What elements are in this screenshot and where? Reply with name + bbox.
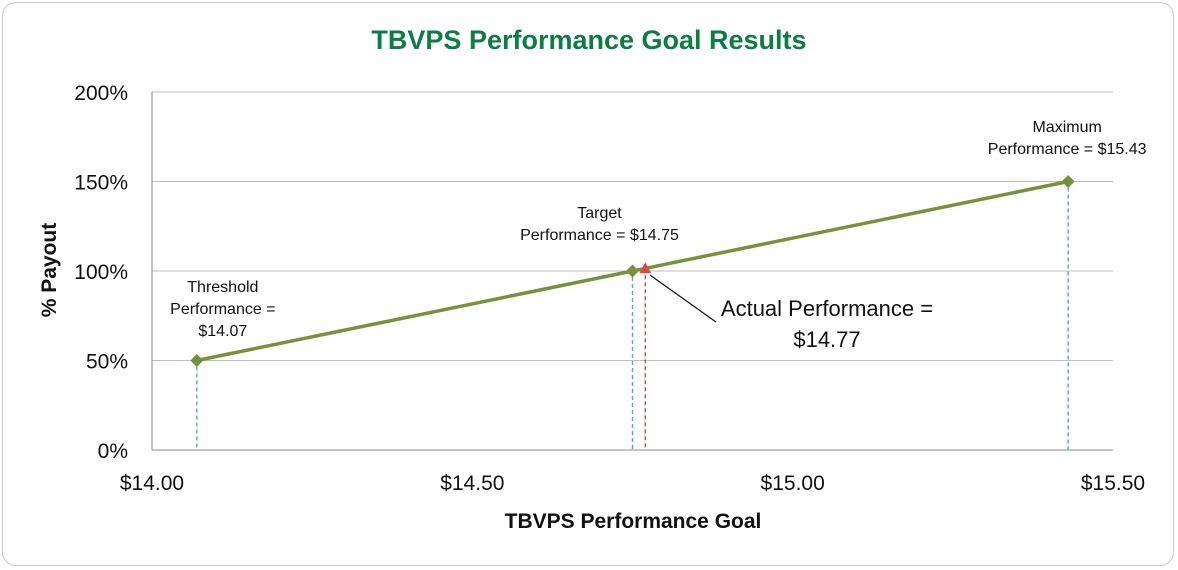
actual-performance-label: Actual Performance = — [721, 296, 933, 321]
guide-layer — [196, 187, 1069, 450]
tick-layer: 0% 50% 100% 150% 200% $14.00 $14.50 $15.00 $15.5… — [74, 82, 1145, 495]
label-layer: Threshold Performance = $14.07 Target Perfor… — [170, 119, 1146, 352]
actual-performance-label: $14.77 — [793, 327, 860, 352]
point-label-2: Maximum — [1032, 119, 1101, 136]
data-point-marker — [190, 354, 204, 367]
point-label-1: Performance = $14.75 — [520, 227, 679, 244]
y-tick-label: 150% — [74, 172, 128, 195]
actual-performance-marker — [639, 262, 652, 274]
y-tick-label: 50% — [86, 351, 128, 374]
y-axis-title: % Payout — [38, 223, 61, 318]
point-label-0: Performance = — [170, 301, 275, 318]
data-point-marker — [1061, 175, 1075, 188]
x-tick-label: $14.50 — [440, 472, 504, 495]
point-label-0: $14.07 — [198, 323, 247, 340]
actual-callout-leader — [649, 274, 717, 323]
x-tick-label: $14.00 — [120, 472, 184, 495]
data-point-marker — [626, 264, 639, 278]
x-tick-label: $15.50 — [1081, 472, 1145, 495]
x-tick-label: $15.00 — [761, 472, 825, 495]
x-axis-title: TBVPS Performance Goal — [505, 510, 762, 533]
y-tick-label: 200% — [74, 82, 128, 105]
point-label-2: Performance = $15.43 — [988, 141, 1147, 158]
chart-title: TBVPS Performance Goal Results — [371, 25, 806, 55]
y-tick-label: 0% — [98, 440, 128, 463]
y-tick-label: 100% — [74, 261, 128, 284]
point-label-1: Target — [577, 205, 622, 222]
series-layer — [190, 175, 1075, 367]
point-label-0: Threshold — [187, 279, 258, 296]
